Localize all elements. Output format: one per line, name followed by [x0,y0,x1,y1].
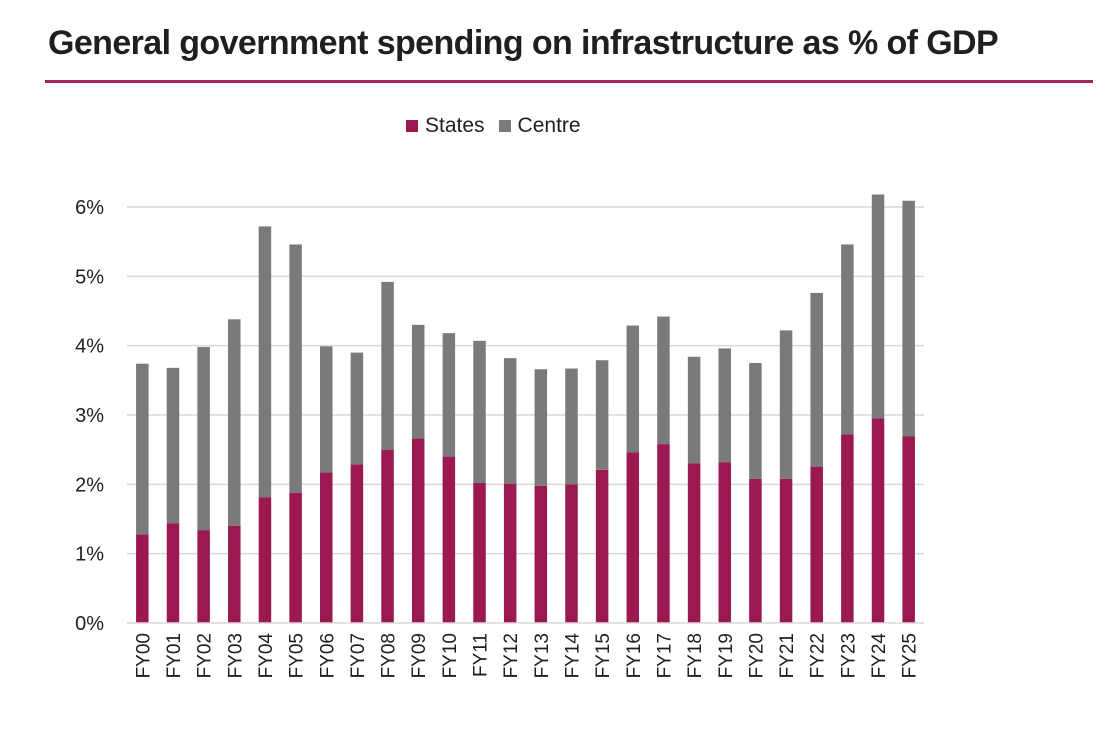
bar-centre-fy11 [473,340,486,483]
bar-states-fy07 [350,464,364,623]
y-tick-label: 2% [75,474,104,496]
x-tick-label: FY11 [471,633,492,677]
x-tick-label: FY08 [379,633,400,678]
bar-states-fy12 [503,483,517,623]
x-tick-label: FY05 [287,633,308,678]
bar-centre-fy05 [289,244,302,493]
title-underline [45,80,1093,83]
bar-states-fy14 [565,484,578,623]
y-tick-label: 1% [75,544,104,566]
bar-centre-fy17 [657,316,670,445]
bar-states-fy01 [166,523,180,623]
x-tick-label: FY16 [624,633,645,678]
bar-centre-fy22 [810,292,823,467]
bar-centre-fy06 [320,346,333,473]
bar-states-fy21 [779,478,793,623]
bar-states-fy02 [197,530,210,623]
x-tick-label: FY12 [501,633,522,678]
bar-centre-fy18 [687,356,701,464]
x-tick-label: FY17 [654,633,675,678]
y-tick-label: 0% [75,613,104,635]
bar-centre-fy25 [902,200,915,437]
bar-centre-fy23 [841,244,854,435]
x-tick-label: FY10 [440,633,461,678]
y-tick-label: 6% [75,197,104,219]
bar-centre-fy21 [779,330,793,479]
bar-centre-fy16 [626,325,640,453]
bar-centre-fy15 [595,360,609,470]
x-tick-label: FY24 [869,633,890,679]
x-tick-label: FY22 [808,633,829,678]
bar-states-fy23 [841,434,854,623]
x-tick-label: FY20 [746,633,767,678]
bar-states-fy20 [749,478,762,623]
x-tick-label: FY09 [409,633,430,678]
bar-centre-fy19 [718,348,731,463]
bar-states-fy19 [718,462,731,623]
bar-states-fy00 [136,534,149,623]
x-tick-label: FY04 [256,633,277,679]
chart-title: General government spending on infrastru… [48,24,999,62]
x-tick-label: FY02 [195,633,216,678]
x-tick-label: FY19 [716,633,737,678]
bar-centre-fy20 [749,363,762,479]
bar-states-fy09 [411,438,425,623]
x-tick-label: FY13 [532,633,553,678]
bar-states-fy25 [902,436,915,623]
bar-centre-fy03 [228,319,241,526]
y-tick-label: 3% [75,405,104,427]
bar-states-fy05 [289,492,302,623]
legend-swatch-states [406,120,418,132]
bar-centre-fy14 [565,368,578,485]
bar-centre-fy13 [534,369,548,486]
x-tick-label: FY06 [317,633,338,678]
legend-item-centre: Centre [498,114,581,138]
x-tick-label: FY01 [164,633,185,678]
y-tick-label: 4% [75,336,104,358]
bar-centre-fy12 [503,358,517,484]
x-axis-ticks: FY00 FY01 FY02 FY03 FY04 FY05 FY06 FY07 FY08 FY09… [133,633,920,679]
legend-label-states: States [425,114,485,137]
x-tick-label: FY15 [593,633,614,678]
bar-centre-fy04 [258,226,272,498]
bar-centre-fy07 [350,352,364,465]
bar-states-fy17 [657,444,670,623]
bar-centre-fy09 [411,324,425,439]
bar-centre-fy08 [381,281,394,450]
bar-states-fy22 [810,467,823,623]
bar-centre-fy01 [166,367,180,524]
bar-states-fy16 [626,452,640,623]
x-tick-label: FY14 [562,633,583,679]
x-tick-label: FY00 [133,633,154,678]
legend-item-states: States [406,114,485,138]
y-axis-ticks: 0% 1% 2% 3% 4% 5% 6% [75,197,104,635]
gridlines [127,206,924,555]
x-tick-label: FY21 [777,633,798,678]
bar-states-fy04 [258,497,272,623]
bar-states-fy24 [871,418,885,623]
legend-swatch-centre [498,120,511,132]
bar-states-fy03 [228,525,241,623]
bar-centre-fy00 [136,363,149,535]
bars [136,194,915,623]
x-tick-label: FY07 [348,633,369,678]
bar-centre-fy24 [871,194,885,419]
bar-states-fy08 [381,449,394,623]
bar-centre-fy02 [197,347,210,531]
bar-states-fy10 [442,456,456,623]
x-tick-label: FY23 [838,633,859,678]
bar-states-fy18 [687,463,701,623]
bar-states-fy15 [595,469,609,623]
x-tick-label: FY18 [685,633,706,678]
x-tick-label: FY03 [225,633,246,678]
y-tick-label: 5% [75,266,104,288]
bar-states-fy06 [320,472,333,623]
bar-states-fy13 [534,485,548,623]
legend: States Centre [406,114,595,138]
legend-label-centre: Centre [517,114,581,137]
bar-centre-fy10 [442,333,456,457]
bar-states-fy11 [473,482,486,623]
x-tick-label: FY25 [900,633,921,678]
